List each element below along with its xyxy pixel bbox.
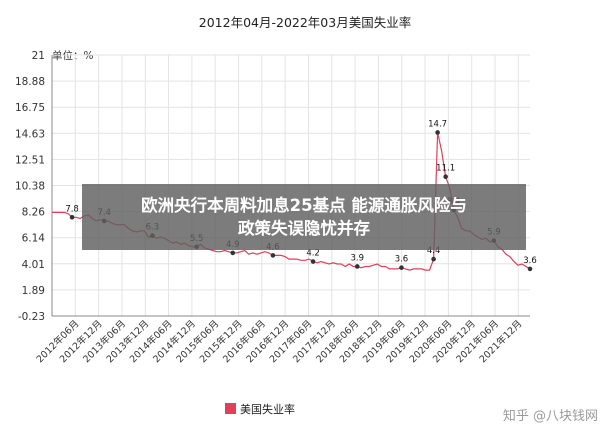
y-tick-label: 16.75 bbox=[15, 102, 45, 114]
y-tick-label: 1.89 bbox=[22, 285, 45, 297]
data-point-marker bbox=[527, 266, 533, 272]
headline-line-1: 欧洲央行本周料加息25基点 能源通胀风险与 bbox=[141, 196, 467, 215]
legend-swatch bbox=[225, 403, 236, 414]
data-label: 4.2 bbox=[306, 249, 320, 259]
data-label: 11.1 bbox=[436, 164, 455, 174]
data-point-marker bbox=[443, 174, 448, 180]
chart-title: 2012年04月-2022年03月美国失业率 bbox=[199, 15, 411, 30]
y-tick-label: 21 bbox=[32, 50, 45, 62]
y-tick-label: 12.51 bbox=[15, 154, 45, 166]
y-tick-label: 4.01 bbox=[22, 259, 45, 271]
data-label: 4.4 bbox=[427, 246, 441, 256]
y-tick-label: 18.88 bbox=[15, 76, 45, 88]
y-tick-label: 6.14 bbox=[22, 233, 46, 245]
headline-line-2: 政策失误隐忧并存 bbox=[238, 219, 370, 238]
data-label: 3.6 bbox=[395, 255, 409, 265]
headline-overlay: 欧洲央行本周料加息25基点 能源通胀风险与 政策失误隐忧并存 bbox=[82, 184, 526, 250]
data-point-marker bbox=[354, 264, 360, 269]
data-point-marker bbox=[310, 259, 316, 264]
y-tick-label: 10.38 bbox=[15, 181, 45, 193]
data-label: 14.7 bbox=[428, 119, 447, 129]
data-point-marker bbox=[69, 214, 75, 220]
data-label: 3.6 bbox=[523, 256, 537, 266]
data-point-marker bbox=[399, 265, 404, 270]
data-label: 3.9 bbox=[351, 253, 365, 263]
y-tick-label: 14.63 bbox=[15, 128, 45, 140]
data-point-marker bbox=[431, 256, 436, 262]
y-tick-label: 8.26 bbox=[22, 207, 46, 219]
data-point-marker bbox=[435, 130, 440, 135]
legend-label: 美国失业率 bbox=[240, 402, 295, 416]
data-point-marker bbox=[230, 250, 236, 256]
data-label: 7.8 bbox=[65, 204, 79, 214]
data-point-marker bbox=[270, 253, 276, 258]
watermark-text: 知乎 @八块钱网 bbox=[502, 409, 598, 424]
y-tick-label: -0.23 bbox=[18, 311, 45, 323]
